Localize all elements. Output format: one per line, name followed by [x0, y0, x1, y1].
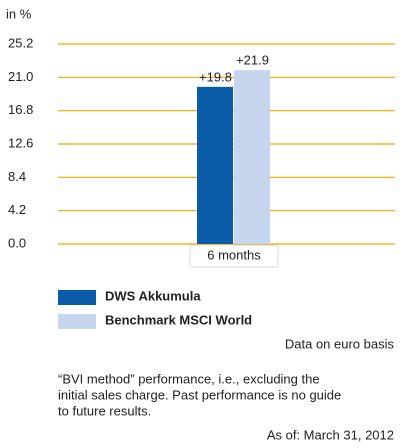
y-tick-label: 21.0	[8, 69, 33, 84]
y-axis-label: in %	[6, 6, 32, 21]
legend-swatch	[58, 290, 96, 305]
as-of: As of: March 31, 2012	[267, 427, 394, 442]
legend-label: DWS Akkumula	[105, 288, 201, 303]
y-tick-label: 8.4	[8, 169, 26, 184]
bar	[197, 86, 233, 244]
footnote-line: initial sales charge. Past performance i…	[58, 387, 341, 402]
category-box	[189, 244, 279, 268]
data-note: Data on euro basis	[285, 336, 395, 351]
y-tick-label: 12.6	[8, 135, 33, 150]
y-tick-label: 25.2	[8, 35, 33, 50]
footnote-line: “BVI method” performance, i.e., excludin…	[58, 371, 320, 386]
y-tick-label: 4.2	[8, 202, 26, 217]
legend-swatch	[58, 314, 96, 329]
y-tick-label: 0.0	[8, 235, 26, 250]
value-label: +21.9	[236, 53, 269, 68]
bar	[234, 70, 270, 244]
x-tick-label: 6 months	[207, 247, 261, 262]
y-tick-label: 16.8	[8, 102, 33, 117]
legend-label: Benchmark MSCI World	[105, 312, 252, 327]
footnote-line: to future results.	[58, 403, 151, 418]
value-label: +19.8	[199, 69, 232, 84]
